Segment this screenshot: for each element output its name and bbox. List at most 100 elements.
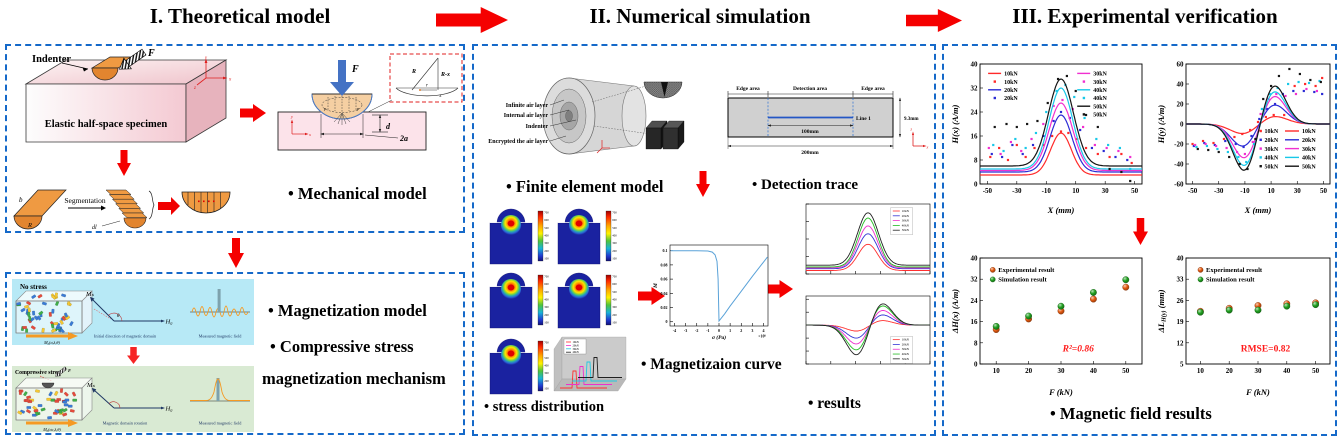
chart-simulated-hx: 10kN 20kN 30kN 40kN 50kN <box>796 200 934 289</box>
force-arrow-icon <box>338 60 346 82</box>
svg-text:10: 10 <box>1197 367 1205 375</box>
contact-model-figure: p p F d 2a y x R R-x r <box>277 53 463 151</box>
svg-text:100: 100 <box>544 321 549 325</box>
down-arrow-icon <box>228 238 244 268</box>
svg-text:2: 2 <box>740 328 742 333</box>
svg-text:30: 30 <box>1255 367 1263 375</box>
H0-label: H₀ <box>165 406 173 413</box>
svg-text:60: 60 <box>1177 61 1185 69</box>
svg-text:10kN: 10kN <box>573 341 579 344</box>
pressure-label: p <box>356 106 360 111</box>
svg-text:700: 700 <box>612 275 617 279</box>
svg-text:Simulation result: Simulation result <box>1206 277 1255 284</box>
svg-text:1: 1 <box>729 328 731 333</box>
svg-text:50kN: 50kN <box>1093 113 1107 119</box>
svg-text:10kN: 10kN <box>1004 80 1018 86</box>
svg-text:500: 500 <box>544 356 549 360</box>
indenter-front <box>91 67 119 81</box>
magnetic-domains <box>16 301 74 333</box>
H0-label: H₀ <box>165 319 173 326</box>
svg-text:600: 600 <box>544 218 549 222</box>
svg-text:700: 700 <box>612 211 617 215</box>
svg-text:40kN: 40kN <box>902 223 910 227</box>
chart-simulated-hy: 10kN 20kN 30kN 40kN 50kN <box>796 292 934 379</box>
svg-text:40: 40 <box>971 255 979 263</box>
down-arrow-icon <box>696 171 710 197</box>
coordinate-axes-icon <box>196 58 228 86</box>
svg-text:500: 500 <box>544 226 549 230</box>
svg-text:500: 500 <box>612 290 617 294</box>
down-arrow-icon <box>127 347 140 364</box>
mechanism-caption: magnetization mechanism <box>262 369 446 388</box>
pressure-label: p <box>323 106 327 111</box>
magnetic-field-results-caption: • Magnetic field results <box>1050 404 1212 423</box>
finite-element-model-figure: Infinite air layer Internal air layer In… <box>488 77 685 155</box>
fe-label-infinite-air: Infinite air layer <box>506 103 549 109</box>
svg-text:10: 10 <box>993 367 1001 375</box>
svg-text:200: 200 <box>544 379 549 383</box>
svg-text:20kN: 20kN <box>1004 88 1018 94</box>
svg-text:20kN: 20kN <box>1265 138 1279 144</box>
svg-text:-30: -30 <box>1012 187 1022 195</box>
Ms-label: Mₛ <box>85 291 94 298</box>
flow-arrow-2-icon <box>906 9 962 32</box>
inset-R-label: R <box>411 69 416 75</box>
svg-text:40: 40 <box>1090 367 1098 375</box>
coordinate-axes-icon <box>911 131 927 148</box>
svg-text:40: 40 <box>1177 255 1185 263</box>
magnetic-domains-top <box>31 292 67 300</box>
compressive-stress-label: Compressive stress <box>15 370 63 376</box>
svg-text:40: 40 <box>971 61 979 69</box>
svg-text:10: 10 <box>1268 187 1276 195</box>
svg-text:H(y) (A/m): H(y) (A/m) <box>1156 105 1166 145</box>
svg-text:10: 10 <box>1072 187 1080 195</box>
svg-text:30kN: 30kN <box>1093 72 1107 78</box>
down-arrow-icon <box>117 150 131 176</box>
svg-text:100: 100 <box>544 387 549 391</box>
results-caption: • results <box>808 395 861 412</box>
line1-label: Line 1 <box>856 116 871 122</box>
svg-text:50kN: 50kN <box>1302 164 1316 170</box>
chart-dhx-vs-force: 10 20 30 40 50 0 8 16 24 32 40 F (kN) ΔH(x) (A/m) Exp… <box>946 252 1148 403</box>
peaked-signal <box>190 378 250 401</box>
svg-text:0: 0 <box>1180 121 1184 129</box>
inset-Rx-label: R-x <box>440 72 450 78</box>
magnetization-arrow-label: M₀(σ,λ,θ) <box>43 340 60 345</box>
stress-heatmap: 700 600 500 400 300 200 100 <box>556 206 620 266</box>
force-label: F <box>147 48 155 59</box>
svg-text:-10: -10 <box>1042 187 1052 195</box>
svg-text:-60: -60 <box>1174 181 1184 189</box>
compressive-stress-magnetization-figure: Compressive stress F M₀(σc,λ,θ) Mₛ H₀ Ma… <box>12 366 254 432</box>
force-label: F <box>351 64 359 75</box>
svg-text:0.06: 0.06 <box>661 277 668 282</box>
svg-text:40kN: 40kN <box>1093 96 1107 102</box>
svg-text:300: 300 <box>544 371 549 375</box>
contact-width-label: 2a <box>399 134 408 143</box>
svg-text:400: 400 <box>612 298 617 302</box>
svg-text:400: 400 <box>544 298 549 302</box>
svg-text:-10: -10 <box>1240 187 1250 195</box>
svg-text:0.02: 0.02 <box>661 305 668 310</box>
svg-text:20kN: 20kN <box>1302 138 1316 144</box>
no-stress-magnetization-figure: No stress M₀(σ,λ,θ) Mₛ H₀ θ Initial dire… <box>12 279 254 345</box>
coordinate-axes-icon <box>290 119 309 136</box>
svg-text:50: 50 <box>1320 187 1328 195</box>
svg-text:20kN: 20kN <box>573 344 579 347</box>
svg-text:24: 24 <box>971 297 979 305</box>
chart-magnetization-curve: -4 -3 -2 -1 0 1 2 3 4 0 0.02 0.04 0.06 0.08 0.1 σ (Pa) M… <box>650 240 776 347</box>
stress-heatmap: 700 600 500 400 300 200 100 <box>488 206 552 266</box>
vector-caption: Magnetic domain rotation <box>103 421 148 426</box>
detection-trace-caption: • Detection trace <box>752 177 859 193</box>
experimental-verification-box <box>942 44 1337 436</box>
segmented-half-disc <box>181 191 231 214</box>
svg-text:300: 300 <box>612 305 617 309</box>
svg-text:R²=0.86: R²=0.86 <box>1062 344 1094 354</box>
svg-text:30kN: 30kN <box>1093 80 1107 86</box>
sensor-bar <box>216 378 220 401</box>
svg-text:0.04: 0.04 <box>661 291 668 296</box>
chart-hy-profile: -50 -30 -10 10 30 50 -60 -40 -20 0 20 40 60 X (mm) H(y… <box>1152 56 1335 221</box>
label-dl: dl <box>92 225 97 231</box>
magnetic-domains <box>17 388 78 420</box>
mini-indenter <box>41 382 55 389</box>
